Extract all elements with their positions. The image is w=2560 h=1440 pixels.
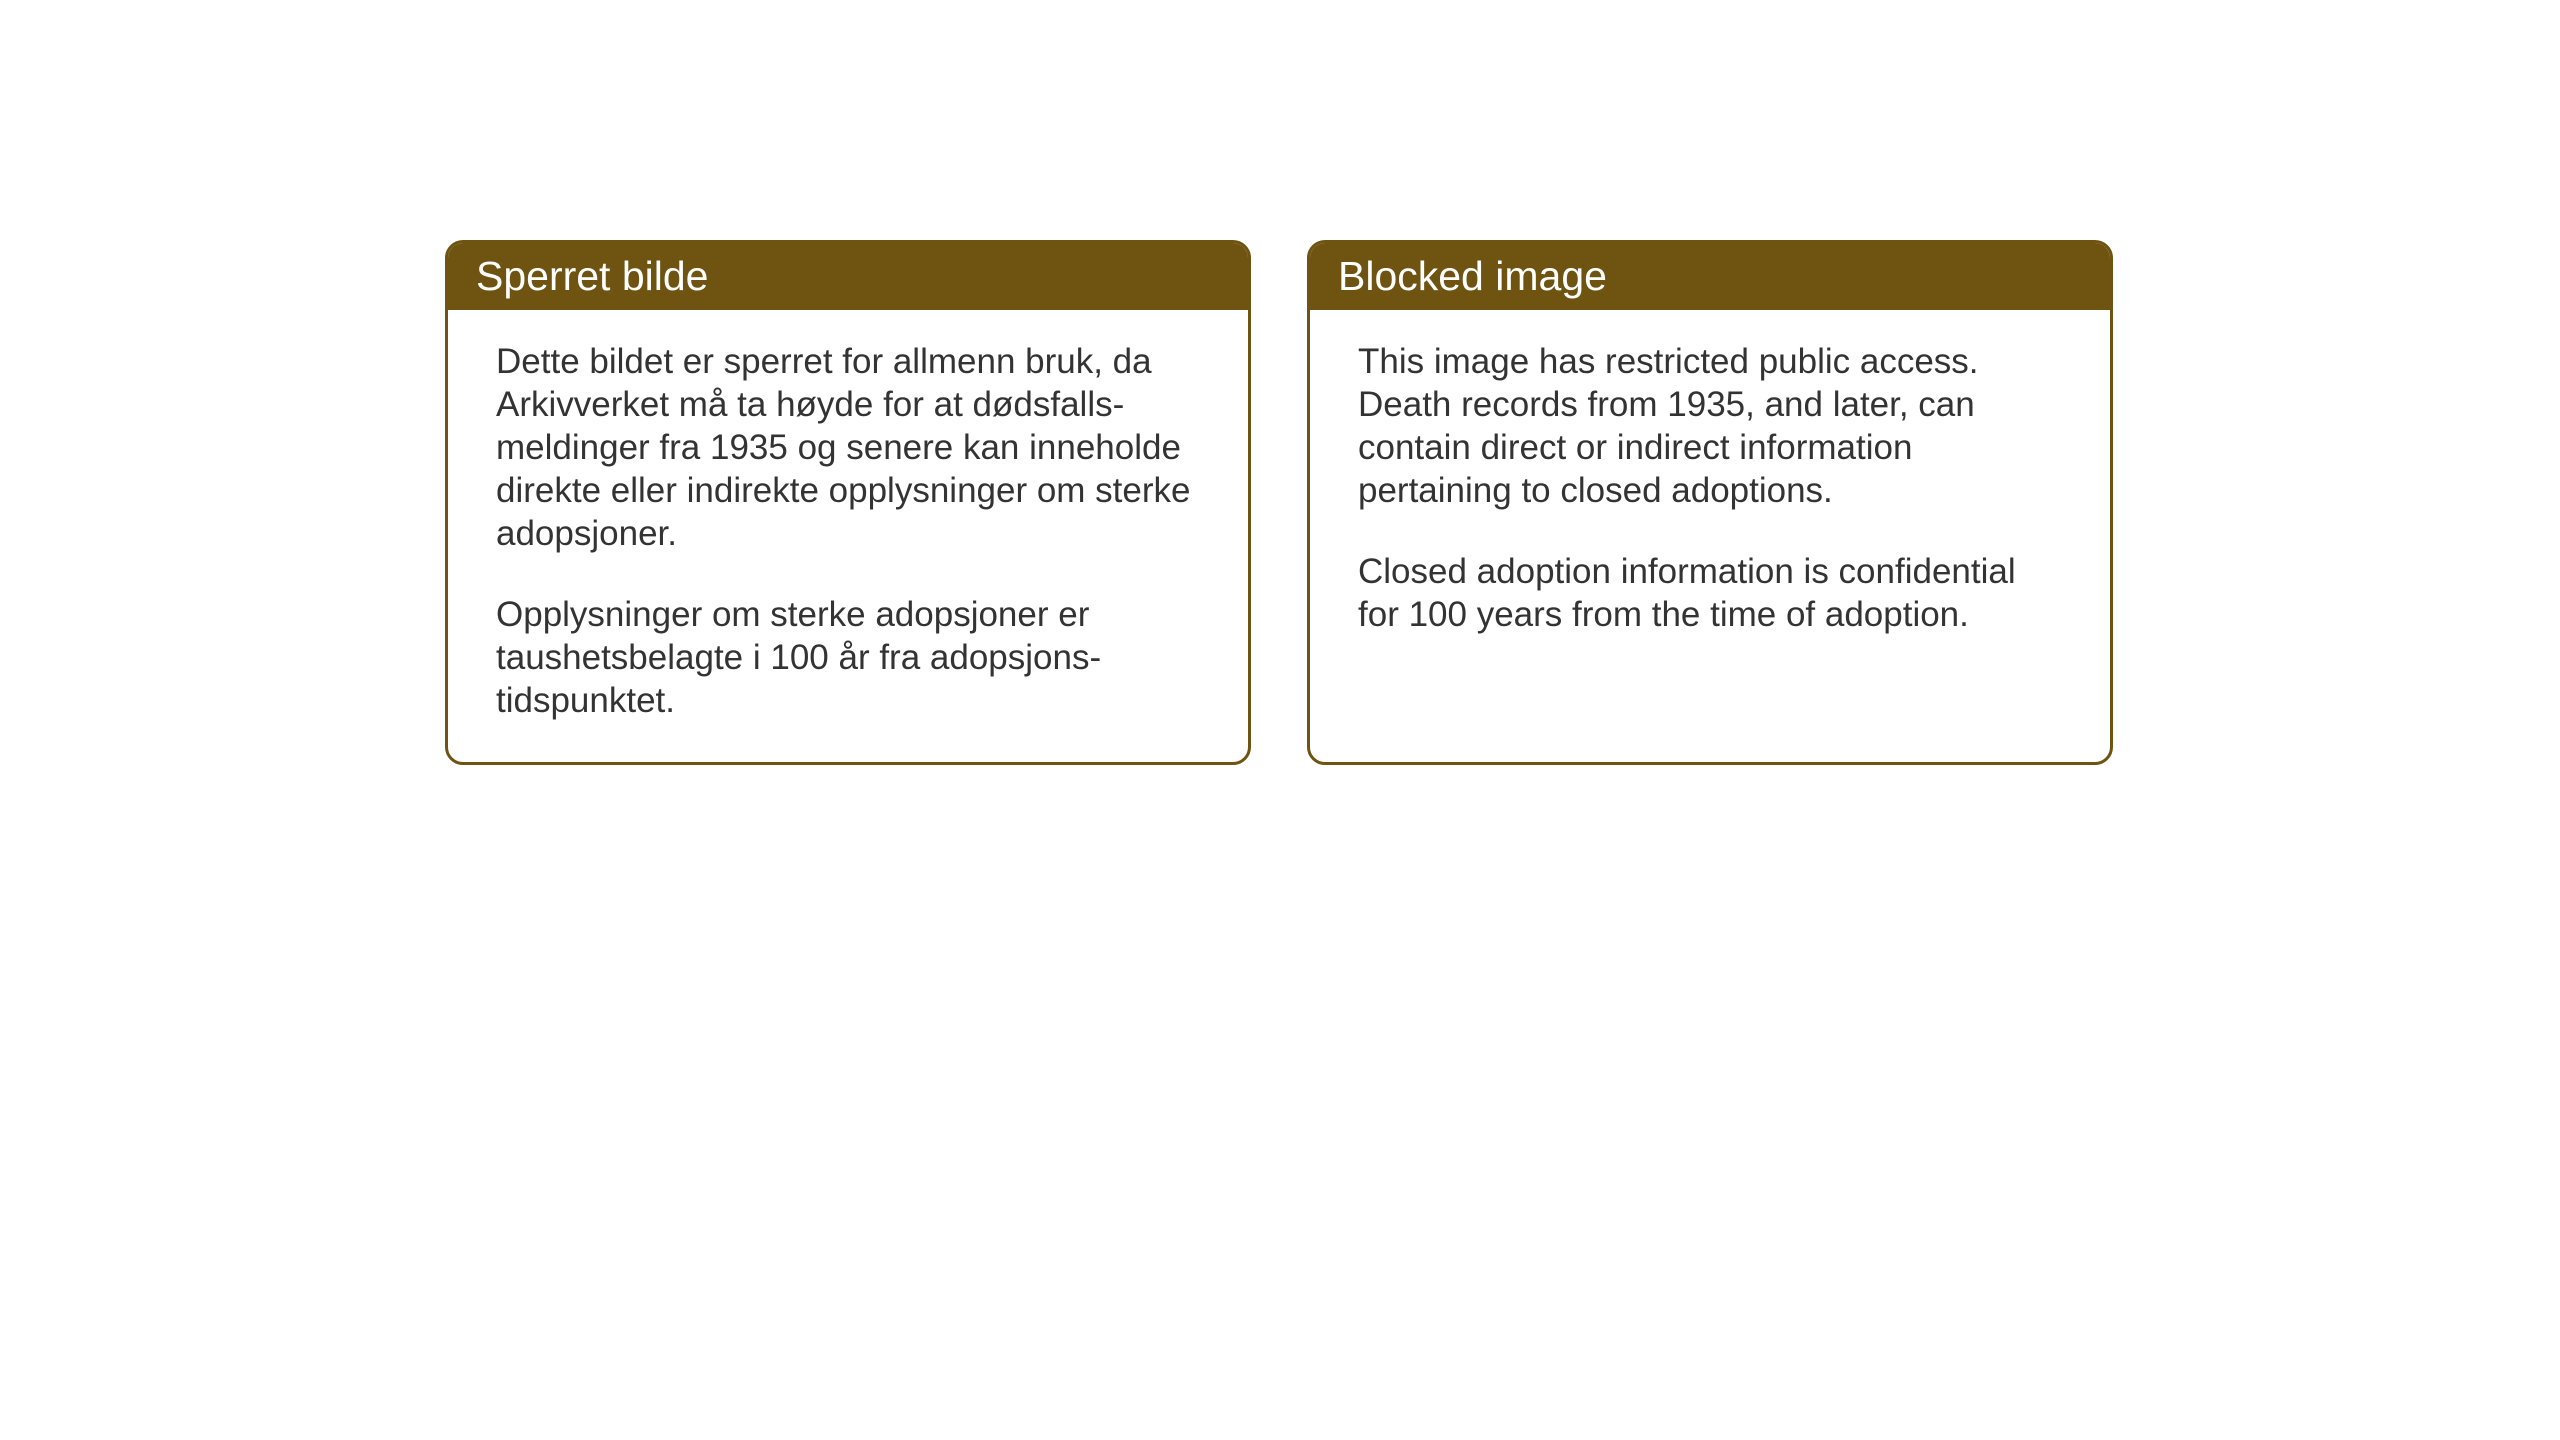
english-card-title: Blocked image xyxy=(1310,243,2110,310)
english-card: Blocked image This image has restricted … xyxy=(1307,240,2113,765)
norwegian-card-body: Dette bildet er sperret for allmenn bruk… xyxy=(448,310,1248,762)
cards-container: Sperret bilde Dette bildet er sperret fo… xyxy=(445,240,2113,765)
norwegian-card: Sperret bilde Dette bildet er sperret fo… xyxy=(445,240,1251,765)
norwegian-paragraph-1: Dette bildet er sperret for allmenn bruk… xyxy=(496,340,1200,555)
english-card-body: This image has restricted public access.… xyxy=(1310,310,2110,676)
norwegian-card-title: Sperret bilde xyxy=(448,243,1248,310)
english-paragraph-2: Closed adoption information is confident… xyxy=(1358,550,2062,636)
norwegian-paragraph-2: Opplysninger om sterke adopsjoner er tau… xyxy=(496,593,1200,722)
english-paragraph-1: This image has restricted public access.… xyxy=(1358,340,2062,512)
